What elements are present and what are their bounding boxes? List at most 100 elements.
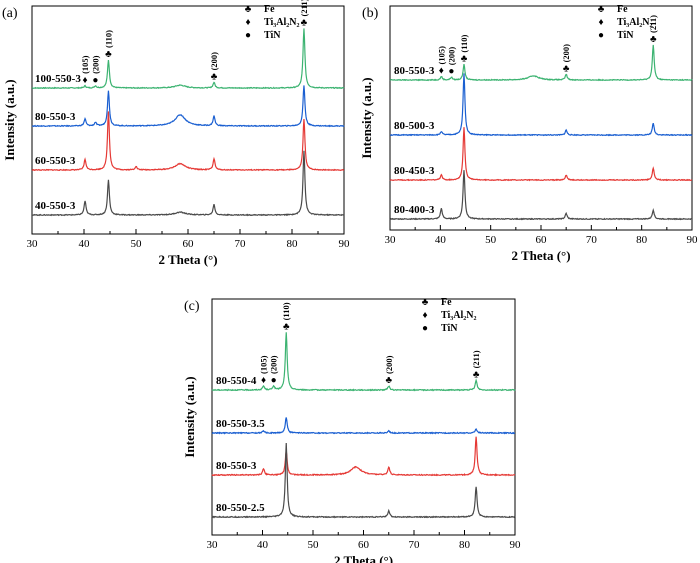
legend-label: TiN xyxy=(441,323,458,334)
series-line xyxy=(211,442,516,519)
legend-symbol: ● xyxy=(245,30,251,41)
x-tick-label: 30 xyxy=(27,238,39,250)
x-tick-label: 80 xyxy=(459,539,471,551)
peak-symbol: ● xyxy=(92,75,98,86)
legend-symbol: ♦ xyxy=(598,17,603,28)
series-line xyxy=(389,170,693,221)
series-label: 80-550-2.5 xyxy=(216,502,265,514)
peak-label: (110) xyxy=(281,302,291,320)
x-tick-label: 60 xyxy=(358,539,370,551)
peak-label: (105) xyxy=(259,355,269,374)
x-tick-label: 80 xyxy=(636,234,648,246)
x-tick-label: 50 xyxy=(308,539,320,551)
legend-symbol: ● xyxy=(598,30,604,41)
series-label: 80-550-3 xyxy=(216,460,257,472)
x-tick-label: 30 xyxy=(207,539,219,551)
x-tick-label: 40 xyxy=(257,539,269,551)
x-tick-label: 90 xyxy=(510,539,522,551)
y-axis-title: Intensity (a.u.) xyxy=(2,79,17,160)
series-label: 80-450-3 xyxy=(394,165,435,177)
legend-symbol: ♦ xyxy=(422,310,427,321)
y-axis-title: Intensity (a.u.) xyxy=(359,77,374,158)
panel-label: (a) xyxy=(2,6,18,21)
peak-symbol: ♣ xyxy=(461,54,468,65)
series-label: 60-550-3 xyxy=(35,155,76,167)
series-label: 40-550-3 xyxy=(35,200,76,212)
plot-frame xyxy=(31,5,345,235)
legend-symbol: ♣ xyxy=(598,4,605,15)
legend-symbol: ● xyxy=(422,323,428,334)
x-tick-label: 60 xyxy=(183,238,195,250)
series-label: 100-550-3 xyxy=(35,73,81,85)
peak-label: (200) xyxy=(384,355,394,374)
x-tick-label: 50 xyxy=(131,238,143,250)
peak-label: (211) xyxy=(471,350,481,368)
legend-label: Ti₃Al₂N₂ xyxy=(441,310,476,321)
plot-frame xyxy=(211,298,516,536)
peak-symbol: ♣ xyxy=(105,49,112,60)
x-tick-label: 90 xyxy=(687,234,699,246)
peak-label: (200) xyxy=(209,52,219,71)
series-line xyxy=(389,44,693,82)
series-label: 80-550-3 xyxy=(35,111,76,123)
peak-label: (200) xyxy=(90,55,100,74)
series-line xyxy=(211,436,516,477)
peak-label: (211) xyxy=(299,0,309,17)
legend-label: Fe xyxy=(441,297,452,308)
peak-symbol: ♣ xyxy=(301,18,308,29)
series-line xyxy=(389,73,693,137)
peak-symbol: ● xyxy=(271,375,277,386)
x-axis-title: 2 Theta (°) xyxy=(511,248,570,263)
peak-symbol: ♣ xyxy=(385,375,392,386)
x-tick-label: 70 xyxy=(235,238,247,250)
panel-label: (b) xyxy=(362,6,379,21)
x-tick-label: 40 xyxy=(435,234,447,246)
x-axis-title: 2 Theta (°) xyxy=(158,252,217,267)
panel-a: (a) 30 40 50 60 70 80 90 2 Theta (°) Intensity (a… xyxy=(2,0,350,267)
series-label: 80-550-4 xyxy=(216,375,257,387)
peak-symbol: ♣ xyxy=(650,34,657,45)
series-line xyxy=(211,417,516,435)
x-tick-label: 30 xyxy=(385,234,397,246)
x-axis-title: 2 Theta (°) xyxy=(334,553,393,563)
peak-symbol: ♣ xyxy=(473,369,480,380)
legend-label: Fe xyxy=(617,4,628,15)
x-tick-label: 70 xyxy=(409,539,421,551)
x-tick-label: 80 xyxy=(287,238,299,250)
peak-label: (200) xyxy=(446,47,456,66)
series-line xyxy=(31,111,345,172)
series-line xyxy=(31,150,345,217)
panel-c: (c) 30 40 50 60 70 80 90 2 Theta (°) Intensity (a… xyxy=(182,297,521,563)
x-tick-label: 40 xyxy=(79,238,91,250)
panel-b: (b) 30 40 50 60 70 80 90 2 Theta (°) Intensity (a… xyxy=(359,4,698,263)
peak-label: (105) xyxy=(80,55,90,74)
series-label: 80-400-3 xyxy=(394,204,435,216)
peak-symbol: ♣ xyxy=(211,71,218,82)
peak-label: (200) xyxy=(561,44,571,63)
legend-symbol: ♦ xyxy=(245,17,250,28)
peak-label: (105) xyxy=(436,46,446,65)
series-line xyxy=(31,28,345,90)
x-tick-label: 50 xyxy=(485,234,497,246)
peak-label: (211) xyxy=(648,15,658,33)
series-line xyxy=(389,127,693,182)
peak-symbol: ♦ xyxy=(439,66,444,77)
peak-label: (110) xyxy=(103,30,113,48)
series-line xyxy=(31,85,345,128)
panel-label: (c) xyxy=(184,299,200,314)
series-label: 80-500-3 xyxy=(394,120,435,132)
peak-symbol: ♣ xyxy=(283,321,290,332)
series-line xyxy=(211,332,516,392)
legend-symbol: ♣ xyxy=(422,297,429,308)
legend-label: Ti₃Al₂N₂ xyxy=(264,17,299,28)
plot-frame xyxy=(389,5,693,231)
legend-label: TiN xyxy=(617,30,634,41)
peak-symbol: ● xyxy=(448,66,454,77)
peak-label: (200) xyxy=(269,355,279,374)
legend-label: Fe xyxy=(264,4,275,15)
peak-symbol: ♣ xyxy=(563,63,570,74)
peak-symbol: ♦ xyxy=(82,75,87,86)
x-tick-label: 70 xyxy=(586,234,598,246)
x-tick-label: 60 xyxy=(536,234,548,246)
